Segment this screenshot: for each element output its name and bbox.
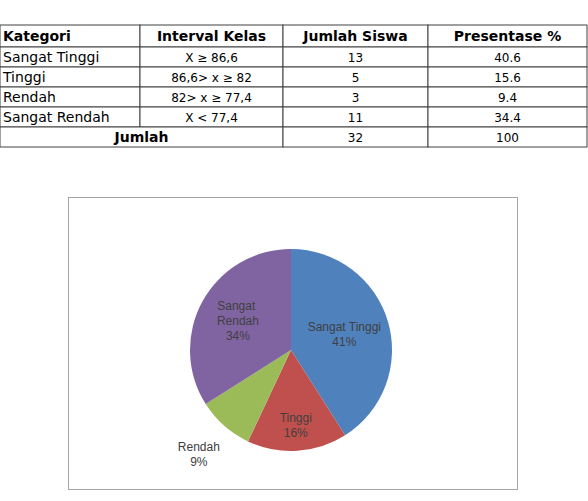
cell-text: 5 [352,71,360,85]
value-label: 34% [226,329,250,343]
total-label: Jumlah [114,129,169,145]
cell-text: 9.4 [498,91,517,105]
category-label-line: Rendah [178,440,220,454]
cell-text: 82> x ≥ 77,4 [171,91,252,105]
cell [0,107,140,127]
category-label: Sangat Tinggi [308,320,381,334]
cell [0,127,283,147]
header-cell [140,25,283,47]
category-label-line: Tinggi [280,411,312,425]
cell [140,47,283,67]
header-cell [0,25,140,47]
total-text: 100 [496,131,519,145]
header-text: Kategori [3,28,71,44]
category-label-line: Sangat Tinggi [308,320,381,334]
cell [0,47,140,67]
cell-text: 11 [348,111,363,125]
cell [140,107,283,127]
cell-text: 15.6 [494,71,521,85]
cell [283,127,428,147]
cell-text: Sangat Tinggi [3,49,99,65]
cell [428,107,587,127]
data-labels: Sangat Tinggi41%Tinggi16%Rendah9%Sangat … [178,299,381,469]
pie [190,249,392,451]
cell [428,47,587,67]
cell-text: Rendah [3,89,56,105]
total-text: 32 [348,131,363,145]
category-label: Sangat Rendah [217,299,259,328]
cell [283,107,428,127]
header-text: Presentase % [454,28,561,44]
header-cell [283,25,428,47]
category-label: Tinggi [280,411,312,425]
table: Kategori Interval Kelas Jumlah Siswa Presen… [0,25,587,147]
category-label-line: Rendah [217,314,259,328]
cell-text: 40.6 [494,51,521,65]
cell-text: X < 77,4 [185,111,238,125]
value-label: 41% [332,335,356,349]
cell-text: 13 [348,51,363,65]
chart-frame [69,198,518,490]
header-text: Jumlah Siswa [302,28,407,44]
cell [283,67,428,87]
category-label: Rendah [178,440,220,454]
page: Kategori Interval Kelas Jumlah Siswa Presen… [0,0,588,501]
cell-text: 86,6> x ≥ 82 [171,71,252,85]
cell [0,87,140,107]
value-label: 9% [190,455,208,469]
cell [428,87,587,107]
cell-text: X ≥ 86,6 [185,51,238,65]
cell [0,67,140,87]
cell [283,47,428,67]
pie-slice [190,249,291,404]
cell [428,67,587,87]
cell-text: 34.4 [494,111,521,125]
cell [428,127,587,147]
header-cell [428,25,587,47]
header-text: Interval Kelas [157,28,266,44]
cell-text: Tinggi [2,69,46,85]
value-label: 16% [284,426,308,440]
cell-text: Sangat Rendah [3,109,110,125]
cell [283,87,428,107]
cell-text: 3 [352,91,360,105]
cell [140,67,283,87]
category-label-line: Sangat [217,299,258,313]
cell [140,87,283,107]
